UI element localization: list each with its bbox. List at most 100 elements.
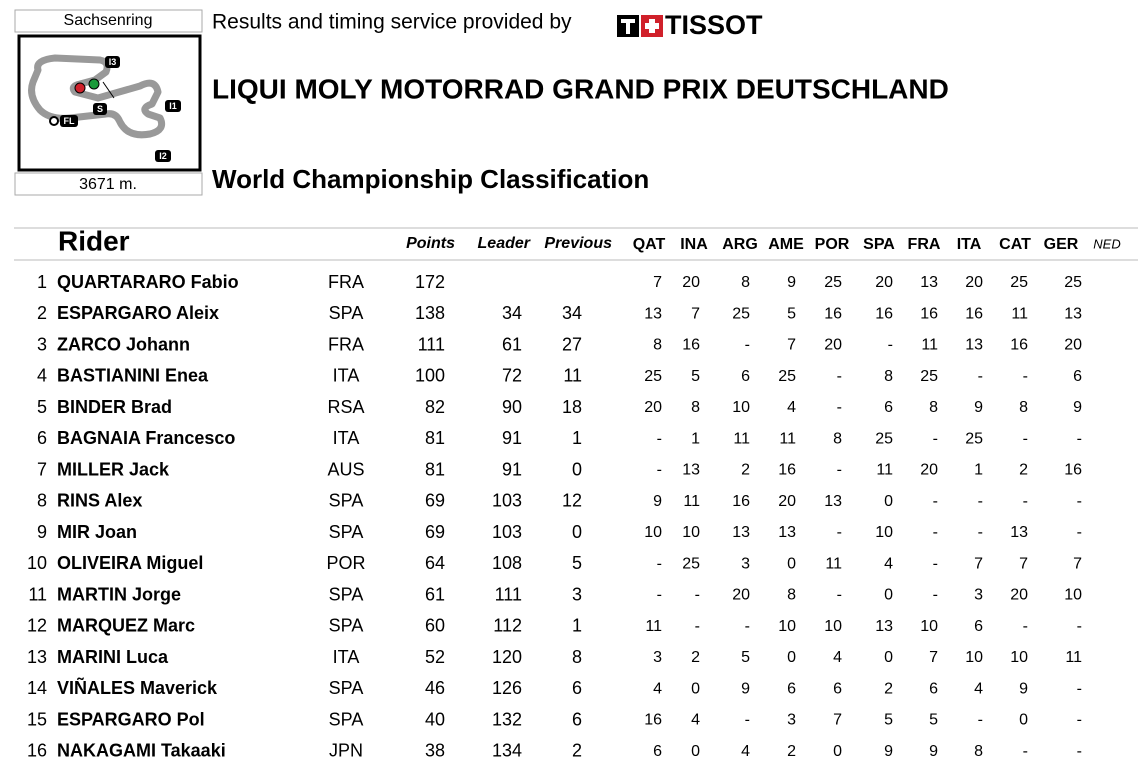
race-points: - [837, 587, 842, 604]
race-points: 8 [974, 743, 983, 760]
map-label: I2 [159, 151, 167, 161]
race-points: - [978, 368, 983, 385]
gap-previous: 27 [562, 334, 582, 354]
gap-previous: 6 [572, 709, 582, 729]
race-points: 5 [787, 305, 796, 322]
race-points: 16 [920, 305, 938, 322]
race-points: 10 [875, 524, 893, 541]
race-points: - [1023, 618, 1028, 635]
column-header: FRA [908, 236, 941, 253]
race-points: 0 [691, 743, 700, 760]
race-points: 13 [875, 618, 893, 635]
nation: SPA [329, 616, 364, 636]
race-points: 20 [732, 587, 750, 604]
race-points: 13 [644, 305, 662, 322]
rider-name: MARQUEZ Marc [57, 616, 195, 636]
race-points: 10 [778, 618, 796, 635]
race-points: 11 [683, 493, 700, 510]
nation: SPA [329, 678, 364, 698]
race-points: 3 [787, 712, 796, 729]
race-points: 11 [921, 337, 938, 354]
race-points: - [1077, 524, 1082, 541]
race-points: 13 [732, 524, 750, 541]
event-title: LIQUI MOLY MOTORRAD GRAND PRIX DEUTSCHLA… [212, 73, 949, 104]
race-points: - [695, 618, 700, 635]
race-points: 20 [644, 399, 662, 416]
race-points: 25 [1010, 274, 1028, 291]
race-points: 8 [741, 274, 750, 291]
race-points: 2 [787, 743, 796, 760]
track-name: Sachsenring [64, 12, 153, 29]
race-points: 20 [1010, 587, 1028, 604]
gap-leader: 108 [492, 553, 522, 573]
rider-name: OLIVEIRA Miguel [57, 553, 203, 573]
race-points: 4 [884, 555, 893, 572]
race-points: 25 [965, 430, 983, 447]
points: 81 [425, 428, 445, 448]
race-points: - [657, 587, 662, 604]
race-points: - [1077, 712, 1082, 729]
position: 4 [37, 366, 47, 386]
rider-name: BAGNAIA Francesco [57, 428, 235, 448]
column-header: Leader [478, 235, 531, 252]
track-length-box [14, 172, 203, 196]
race-points: 8 [653, 337, 662, 354]
race-points: - [657, 430, 662, 447]
race-points: 3 [653, 649, 662, 666]
gap-previous: 12 [562, 491, 582, 511]
map-label: S [97, 104, 103, 114]
race-points: 4 [787, 399, 796, 416]
race-points: - [1077, 743, 1082, 760]
gap-leader: 134 [492, 741, 522, 761]
position: 8 [37, 491, 47, 511]
race-points: 0 [833, 743, 842, 760]
race-points: 20 [824, 337, 842, 354]
position: 2 [37, 303, 47, 323]
column-header: AME [768, 236, 804, 253]
race-points: 13 [682, 462, 700, 479]
points: 61 [425, 584, 445, 604]
column-header: ITA [957, 236, 982, 253]
points: 60 [425, 616, 445, 636]
column-header: GER [1044, 236, 1079, 253]
race-points: 6 [929, 680, 938, 697]
position: 7 [37, 459, 47, 479]
race-points: 2 [1019, 462, 1028, 479]
race-points: - [1023, 430, 1028, 447]
race-points: 8 [787, 587, 796, 604]
gap-previous: 5 [572, 553, 582, 573]
gap-previous: 3 [572, 584, 582, 604]
race-points: - [1023, 368, 1028, 385]
race-points: - [1077, 618, 1082, 635]
nation: JPN [329, 741, 363, 761]
points: 82 [425, 397, 445, 417]
position: 12 [27, 616, 47, 636]
race-points: - [657, 462, 662, 479]
race-points: - [978, 712, 983, 729]
race-points: 10 [824, 618, 842, 635]
gap-leader: 103 [492, 491, 522, 511]
nation: FRA [328, 334, 364, 354]
gap-leader: 111 [495, 584, 522, 604]
points: 40 [425, 709, 445, 729]
race-points: 25 [778, 368, 796, 385]
gap-leader: 91 [502, 459, 522, 479]
race-points: 7 [1073, 555, 1082, 572]
race-points: - [933, 493, 938, 510]
race-points: 6 [833, 680, 842, 697]
points: 38 [425, 741, 445, 761]
subtitle: World Championship Classification [212, 164, 649, 194]
race-points: 4 [653, 680, 662, 697]
race-points: - [745, 618, 750, 635]
race-points: 11 [1011, 305, 1028, 322]
race-points: 0 [884, 649, 893, 666]
map-label: FL [64, 116, 75, 126]
race-points: 7 [787, 337, 796, 354]
gap-leader: 72 [502, 366, 522, 386]
race-points: 2 [691, 649, 700, 666]
gap-previous: 2 [572, 741, 582, 761]
race-points: 2 [741, 462, 750, 479]
points: 138 [415, 303, 445, 323]
race-points: 5 [884, 712, 893, 729]
nation: RSA [327, 397, 364, 417]
